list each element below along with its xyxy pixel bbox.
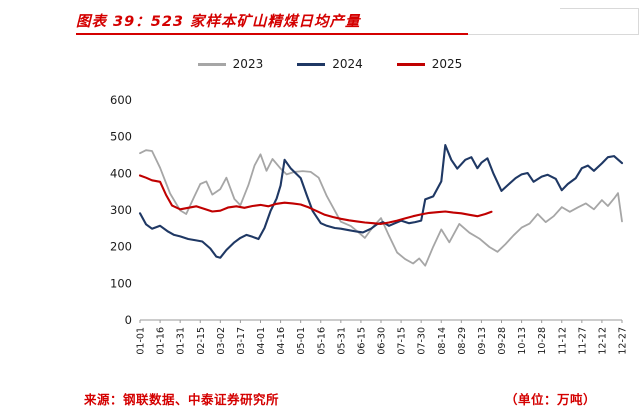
legend-swatch-2024 [297, 62, 326, 66]
right-edge-rule [638, 8, 639, 35]
figure-header: 图表 39：523 家样本矿山精煤日均产量 [76, 10, 361, 31]
x-axis-tick-label: 01-31 [176, 327, 187, 355]
production-line-chart: 0 100 200 300 400 500 600 01-01 01-16 01-31 02-15 0… [110, 93, 629, 355]
y-axis-tick-label: 500 [110, 130, 132, 144]
x-axis-tick-label: 05-31 [336, 327, 347, 355]
figure-title: 图表 39：523 家样本矿山精煤日均产量 [76, 14, 361, 30]
x-axis-tick-label: 01-01 [136, 327, 147, 355]
top-right-rule [560, 8, 639, 9]
x-axis-tick-label: 08-29 [457, 327, 468, 355]
x-axis-tick-label: 08-14 [437, 327, 448, 355]
header-right-rule [468, 34, 639, 35]
x-axis-tick-label: 06-15 [356, 327, 367, 355]
title-underline-rule [76, 33, 468, 35]
x-axis-tick-label: 04-01 [256, 327, 267, 355]
legend-swatch-2025 [396, 62, 425, 66]
x-axis-tick-label: 05-16 [316, 327, 327, 355]
legend-swatch-2023 [197, 62, 226, 66]
x-axis-tick-label: 03-02 [216, 327, 227, 355]
x-axis-tick-label: 11-12 [557, 327, 568, 355]
x-axis-tick-label: 02-15 [196, 327, 207, 355]
y-axis-tick-label: 0 [125, 313, 132, 327]
legend-item-2024: 2024 [297, 57, 363, 71]
x-axis-tick-label: 10-13 [517, 327, 528, 355]
series-line-2025 [138, 174, 493, 225]
x-axis-tick-label: 12-12 [597, 327, 608, 355]
x-axis-tick-label: 09-13 [477, 327, 488, 355]
x-axis-tick-label: 01-16 [156, 327, 167, 355]
legend-label-2025: 2025 [431, 57, 463, 71]
series-line-2023 [139, 149, 623, 267]
x-axis-tick-label: 06-30 [377, 327, 388, 355]
x-axis-tick-label: 07-15 [397, 327, 408, 355]
figure-footer: 来源：钢联数据、中泰证券研究所 （单位：万吨） [84, 389, 596, 408]
chart-legend: 2023 2024 2025 [10, 57, 640, 71]
legend-item-2025: 2025 [396, 57, 463, 71]
x-axis-tick-label: 03-17 [236, 327, 247, 355]
x-axis-tick-label: 07-30 [417, 327, 428, 355]
y-axis-tick-label: 600 [110, 93, 132, 107]
source-text: 来源：钢联数据、中泰证券研究所 [84, 392, 280, 407]
unit-text: （单位：万吨） [504, 392, 596, 407]
x-axis-tick-label: 12-27 [618, 327, 629, 355]
x-axis-tick-label: 05-01 [296, 327, 307, 355]
y-axis-tick-label: 300 [110, 203, 132, 217]
legend-label-2024: 2024 [332, 57, 363, 71]
legend-label-2023: 2023 [232, 57, 264, 71]
x-axis-tick-label: 09-28 [497, 327, 508, 355]
x-axis-tick-label: 10-28 [537, 327, 548, 355]
series-line-2024 [138, 144, 624, 259]
y-axis-tick-label: 400 [110, 166, 132, 180]
y-axis-tick-label: 100 [110, 276, 132, 290]
x-axis-tick-label: 11-27 [577, 327, 588, 355]
y-axis-tick-label: 200 [110, 240, 132, 254]
x-axis-tick-label: 04-16 [276, 327, 287, 355]
legend-item-2023: 2023 [197, 57, 264, 71]
